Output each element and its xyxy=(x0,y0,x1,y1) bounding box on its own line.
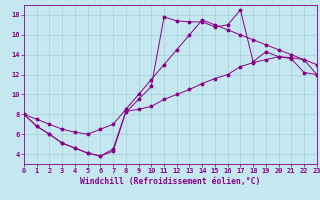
X-axis label: Windchill (Refroidissement éolien,°C): Windchill (Refroidissement éolien,°C) xyxy=(80,177,260,186)
